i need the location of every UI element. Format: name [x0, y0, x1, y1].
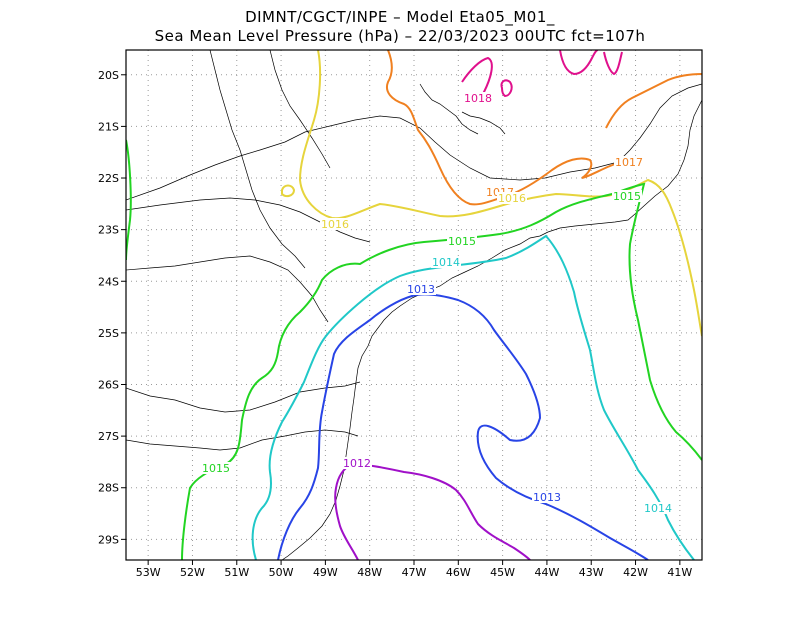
lon-tick-label: 42W [623, 566, 648, 579]
lon-tick-label: 47W [402, 566, 427, 579]
lat-tick-label: 21S [98, 120, 119, 133]
coastlines [126, 50, 702, 560]
isobar-1017-ne [605, 73, 702, 129]
contour-label-bg [497, 192, 527, 204]
river-parana [269, 50, 331, 169]
contour-label-bg [532, 491, 562, 503]
contour-label-bg [342, 457, 372, 469]
contour-label-bg [612, 190, 642, 202]
axis-tick-labels: 53W 52W 51W 50W 49W 48W 47W 46W 45W 44W 43W 42W 41W 2… [98, 69, 692, 579]
lat-tick-label: 20S [98, 69, 119, 82]
contour-label: 1015 [448, 235, 476, 248]
lon-tick-label: 43W [579, 566, 604, 579]
lat-tick-label: 28S [98, 482, 119, 495]
lon-tick-label: 46W [446, 566, 471, 579]
contour-label-bg [463, 92, 493, 104]
border-west [209, 50, 306, 269]
lon-tick-label: 44W [534, 566, 559, 579]
border-paraguay [126, 255, 329, 323]
state-border-mg-es [617, 83, 702, 163]
graticule [126, 50, 702, 560]
contour-label: 1015 [202, 462, 230, 475]
contour-label: 1018 [464, 92, 492, 105]
lat-tick-label: 24S [98, 275, 119, 288]
coastline-east [547, 99, 702, 233]
isobar-1018-top [559, 50, 623, 76]
reservoir-east [461, 111, 506, 135]
coastline-south [281, 231, 549, 560]
contour-label-bg [614, 156, 644, 168]
contour-label: 1012 [343, 457, 371, 470]
state-border-sp-mg [126, 115, 619, 201]
lat-tick-label: 22S [98, 172, 119, 185]
state-border-sc-rs [126, 429, 359, 451]
isobar-1016-small [281, 184, 296, 198]
contour-label-bg [447, 235, 477, 247]
isobar-1013 [277, 293, 649, 560]
contour-label: 1017 [615, 156, 643, 169]
contour-label-bg [201, 462, 231, 474]
axis-ticks [121, 74, 681, 565]
lon-tick-label: 45W [490, 566, 515, 579]
isobar-1018-small [500, 79, 513, 98]
isobar-1014 [251, 234, 695, 560]
contour-label-bg [643, 502, 673, 514]
contour-label-bg [406, 283, 436, 295]
lon-tick-label: 53W [136, 566, 161, 579]
contour-label: 1013 [407, 283, 435, 296]
lat-tick-label: 23S [98, 224, 119, 237]
isobar-1012 [334, 462, 531, 560]
isobar-1015-main [181, 182, 702, 560]
contour-label: 1016 [498, 192, 526, 205]
isobar-1016 [298, 50, 702, 337]
contour-label: 1014 [432, 256, 460, 269]
contour-label: 1016 [321, 218, 349, 231]
lat-tick-label: 25S [98, 327, 119, 340]
lon-tick-label: 49W [313, 566, 338, 579]
lon-tick-label: 41W [667, 566, 692, 579]
state-border-pr-sp [126, 197, 371, 243]
contour-label-bg [431, 256, 461, 268]
lon-tick-label: 50W [269, 566, 294, 579]
contour-label-bg [320, 218, 350, 230]
isobars [126, 50, 702, 560]
state-border-pr-sc [126, 381, 361, 413]
chart-subtitle: Sea Mean Level Pressure (hPa) – 22/03/20… [154, 27, 646, 45]
lat-tick-label: 27S [98, 430, 119, 443]
lat-tick-label: 26S [98, 378, 119, 391]
contour-label: 1015 [613, 190, 641, 203]
lon-tick-label: 48W [357, 566, 382, 579]
chart-title: DIMNT/CGCT/INPE – Model Eta05_M01_ [245, 8, 555, 26]
contour-label: 1014 [644, 502, 672, 515]
isobar-1017 [386, 50, 631, 206]
lon-tick-label: 52W [180, 566, 205, 579]
lake-furnas [419, 83, 479, 135]
lat-tick-label: 29S [98, 533, 119, 546]
contour-label: 1013 [533, 491, 561, 504]
contour-labels: 1018101710171016101610151015101510141014… [201, 92, 673, 515]
lon-tick-label: 51W [224, 566, 249, 579]
